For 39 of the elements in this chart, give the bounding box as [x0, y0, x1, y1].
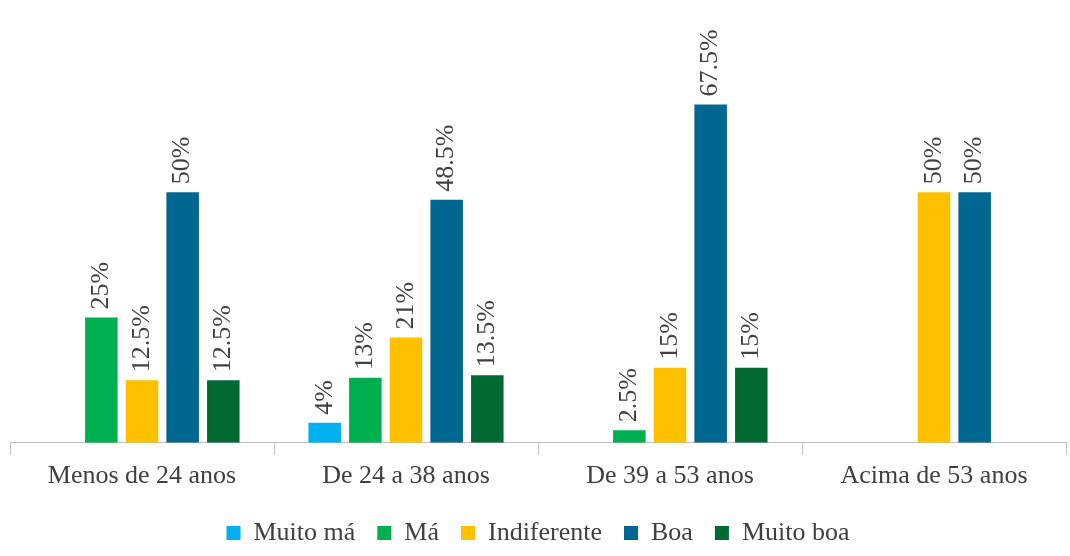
- bar: [694, 104, 727, 443]
- data-label: 50%: [166, 136, 196, 185]
- bar: [471, 375, 504, 443]
- data-label: 50%: [917, 136, 947, 185]
- legend-label: Boa: [651, 516, 694, 546]
- data-label: 13%: [349, 321, 379, 370]
- data-label: 12.5%: [207, 304, 237, 373]
- bar: [349, 377, 382, 443]
- x-tick-label: Menos de 24 anos: [47, 460, 237, 490]
- bar: [735, 367, 768, 443]
- x-tick-label: Acima de 53 anos: [840, 460, 1028, 490]
- data-label: 4%: [308, 380, 338, 415]
- data-label: 12.5%: [125, 304, 155, 373]
- legend-label: Muito má: [253, 516, 356, 546]
- bar: [166, 192, 199, 443]
- data-label: 15%: [735, 311, 765, 360]
- bar: [308, 422, 341, 443]
- bar: [85, 317, 118, 443]
- bar: [430, 199, 463, 443]
- data-label: 48.5%: [430, 124, 460, 192]
- bar: [653, 367, 687, 443]
- bar: [389, 337, 423, 443]
- legend-label: Muito boa: [741, 516, 850, 546]
- data-label: 21%: [389, 281, 419, 330]
- data-label: 25%: [85, 261, 115, 310]
- x-tick-label: De 24 a 38 anos: [322, 460, 490, 490]
- legend-label: Má: [404, 516, 440, 546]
- bar: [958, 192, 991, 443]
- data-label: 67.5%: [694, 29, 724, 97]
- bar: [207, 380, 240, 443]
- bar: [613, 430, 646, 443]
- bar: [917, 192, 951, 443]
- data-label: 15%: [653, 311, 683, 360]
- bar: [125, 380, 159, 443]
- data-label: 2.5%: [613, 368, 643, 423]
- data-label: 50%: [958, 136, 988, 185]
- x-tick-label: De 39 a 53 anos: [586, 460, 754, 490]
- data-label: 13.5%: [471, 299, 501, 368]
- legend-label: Indiferente: [487, 516, 603, 546]
